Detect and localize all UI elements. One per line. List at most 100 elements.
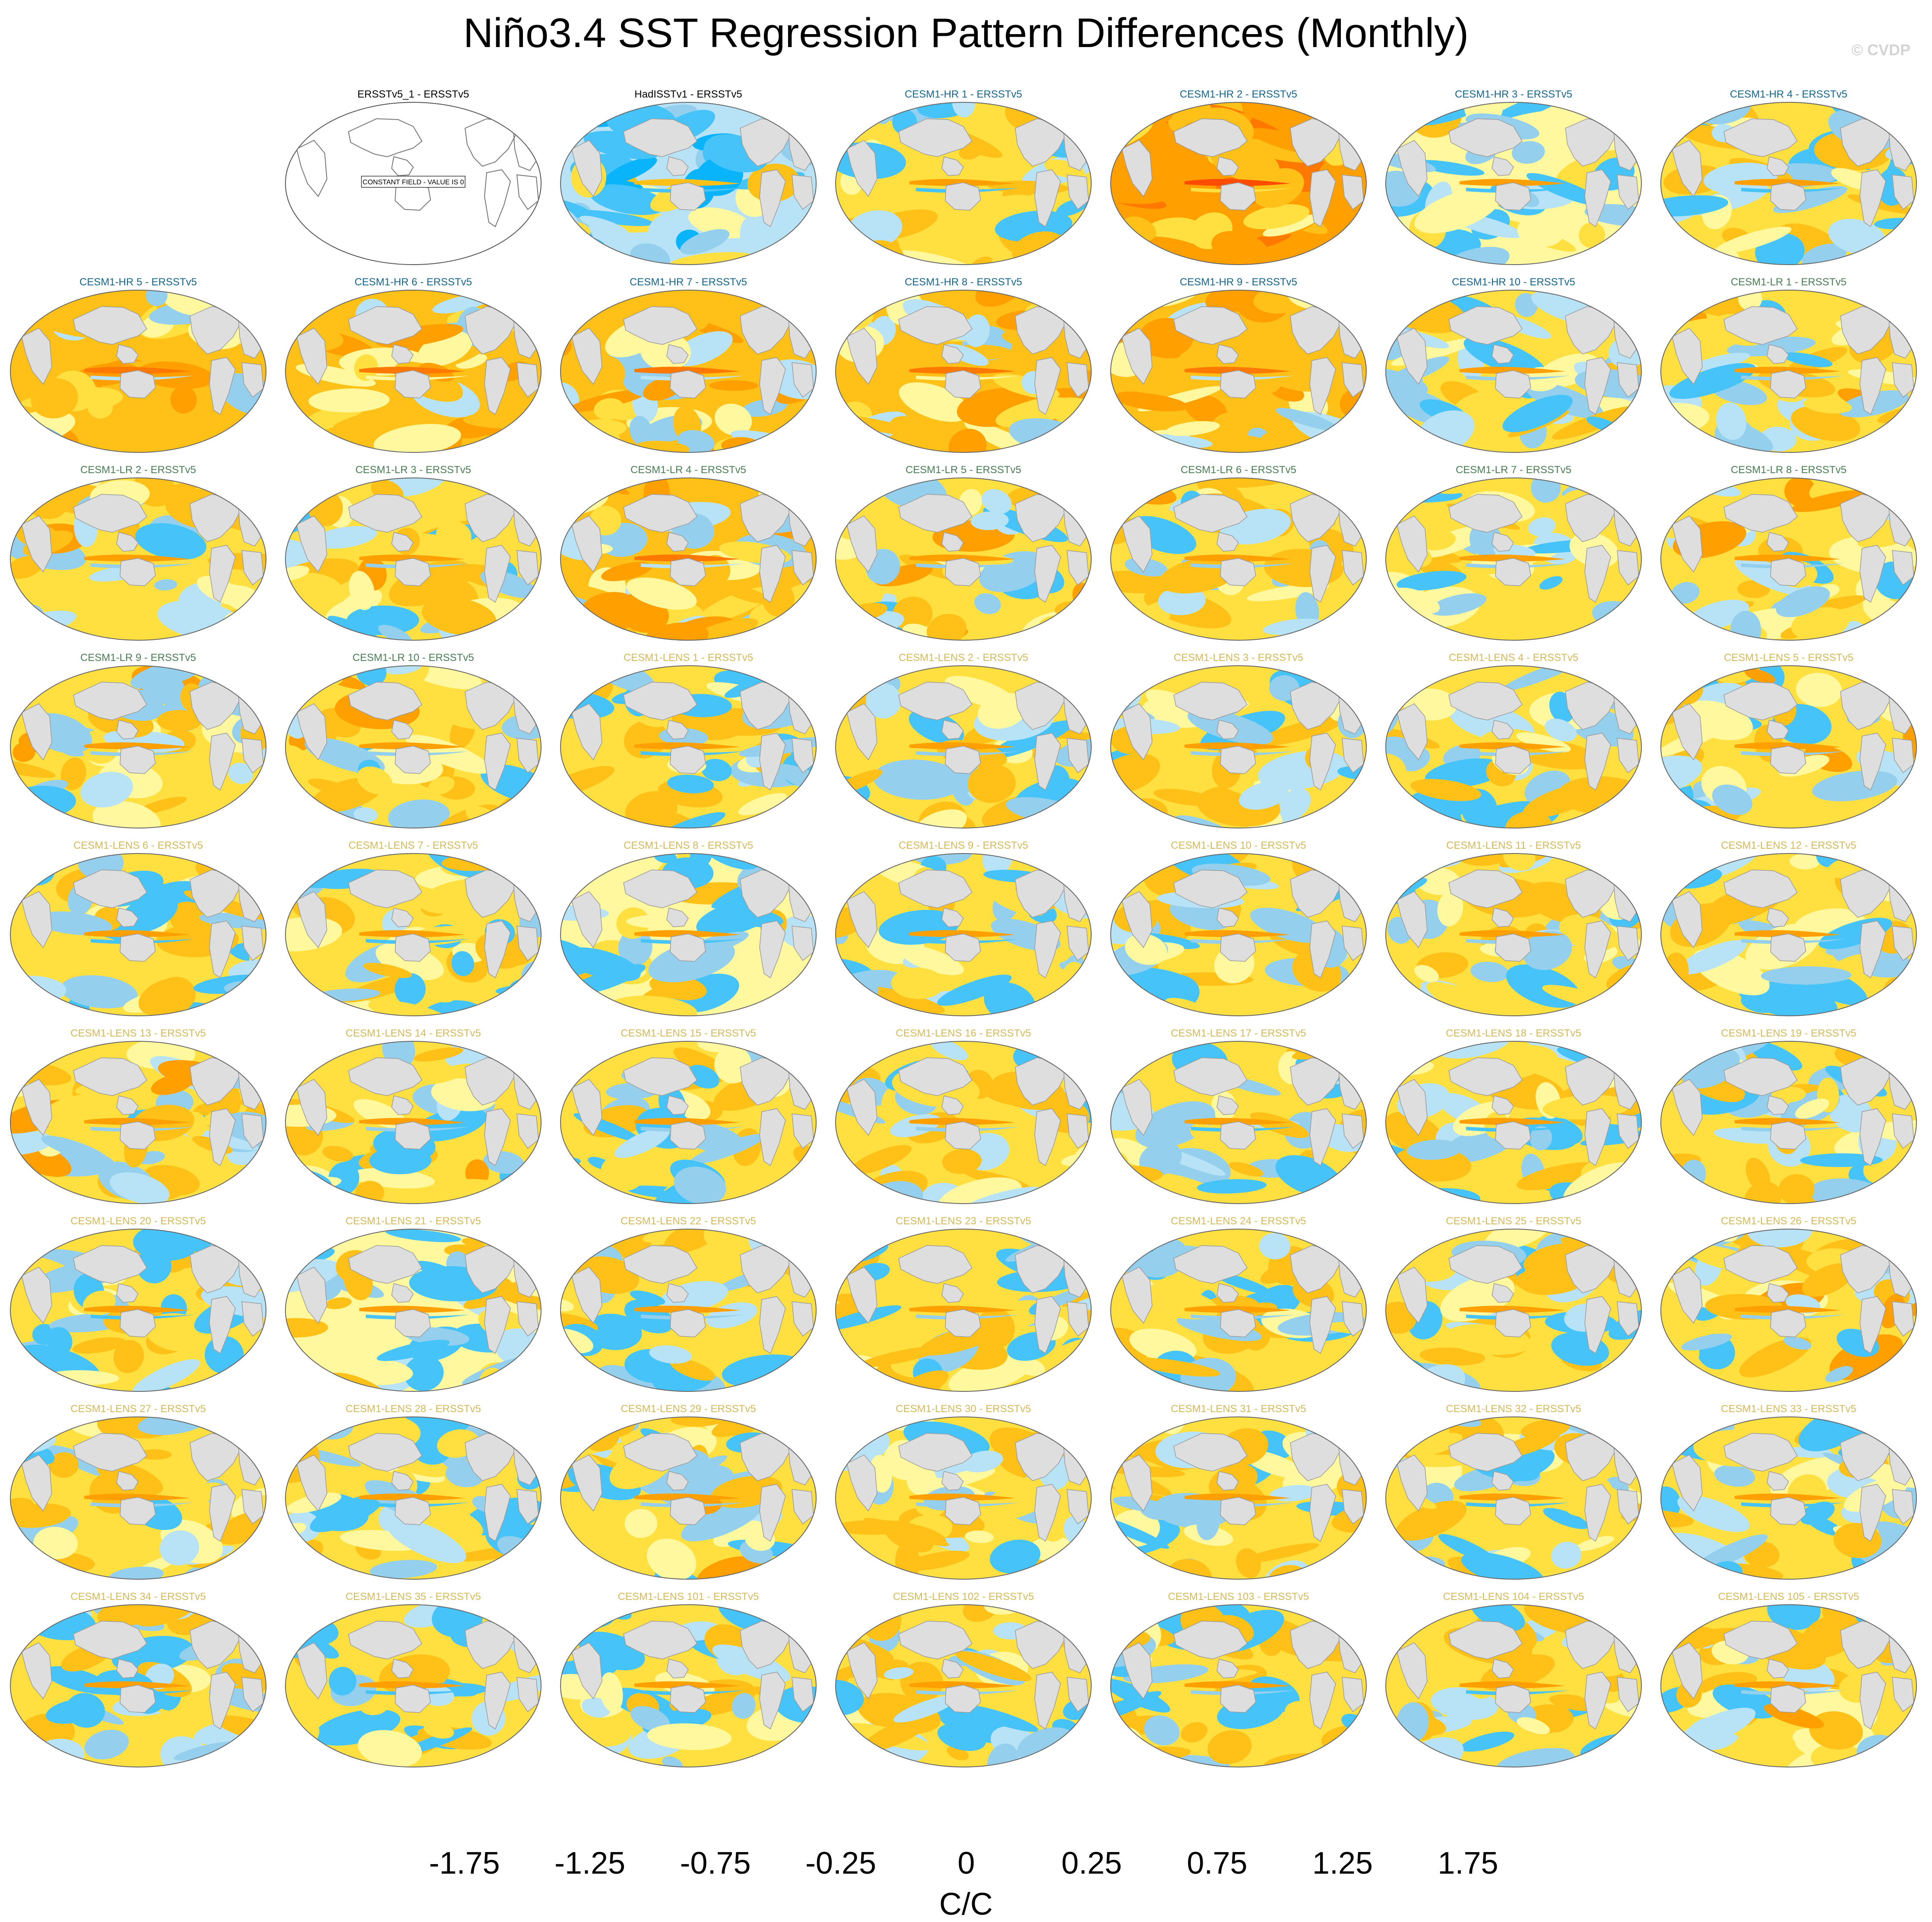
land-mass [1309, 357, 1336, 415]
map-panel: CESM1-LENS 15 - ERSSTv5 [559, 1027, 818, 1213]
map-panel: CESM1-LENS 102 - ERSSTv5 [834, 1591, 1093, 1777]
land-mass [1767, 1659, 1789, 1679]
sst-field [285, 1605, 541, 1767]
map-panel: CESM1-LENS 25 - ERSSTv5 [1384, 1215, 1643, 1401]
anomaly-region [982, 489, 1012, 514]
anomaly-region [1542, 1095, 1631, 1120]
land-mass [1342, 174, 1364, 210]
land-mass [846, 328, 877, 385]
world-map [1110, 1604, 1367, 1767]
land-mass [348, 1057, 422, 1096]
panel-title: CESM1-LR 1 - ERSSTv5 [1730, 276, 1847, 288]
map-outline [560, 1416, 817, 1580]
anomaly-region [561, 1004, 580, 1016]
land-mass [1492, 907, 1514, 927]
land-mass [670, 558, 706, 586]
anomaly-region [1661, 1180, 1687, 1204]
anomaly-region [451, 951, 474, 976]
map-panel: CESM1-LR 3 - ERSSTv5 [284, 464, 543, 650]
world-map: CONSTANT FIELD - VALUE IS 0 [285, 102, 542, 265]
land-mass [73, 1245, 147, 1284]
land-mass [623, 869, 697, 908]
anomaly-region [697, 1041, 732, 1053]
anomaly-region [514, 486, 538, 512]
panel-title: CESM1-LR 8 - ERSSTv5 [1730, 464, 1847, 476]
land-mass [209, 1108, 236, 1166]
world-map [560, 1604, 817, 1767]
panel-title: CESM1-HR 5 - ERSSTv5 [79, 276, 197, 288]
world-map [285, 665, 542, 828]
land-mass [666, 1095, 689, 1115]
anomaly-region [952, 102, 976, 117]
anomaly-region [1496, 1748, 1574, 1767]
anomaly-region [1730, 610, 1761, 640]
anomaly-region [680, 229, 730, 255]
anomaly-region [630, 1706, 670, 1732]
anomaly-region [647, 1723, 732, 1750]
panel-title: CESM1-LENS 19 - ERSSTv5 [1721, 1027, 1856, 1039]
anomaly-region [1243, 204, 1310, 230]
map-outline [1110, 853, 1367, 1016]
anomaly-region [1705, 1294, 1784, 1320]
anomaly-region [1539, 576, 1563, 590]
panel-title: CESM1-LENS 34 - ERSSTv5 [70, 1591, 206, 1603]
land-mass [623, 306, 697, 345]
anomaly-region [285, 1369, 314, 1391]
anomaly-region [1111, 683, 1126, 695]
anomaly-region [1252, 168, 1304, 208]
land-mass [391, 1283, 414, 1303]
land-mass [1617, 926, 1639, 961]
map-outline [835, 1416, 1092, 1580]
anomaly-region [626, 577, 697, 610]
panel-title: CESM1-LENS 101 - ERSSTv5 [618, 1591, 759, 1603]
land-mass [1723, 1621, 1798, 1660]
world-map [560, 853, 817, 1016]
anomaly-region [782, 1372, 816, 1391]
world-map [560, 1229, 817, 1392]
land-mass [241, 1301, 264, 1337]
map-panel: CESM1-LENS 1 - ERSSTv5 [559, 652, 818, 838]
anomaly-region [1894, 876, 1916, 891]
land-mass [846, 891, 877, 948]
anomaly-region [1197, 1506, 1220, 1540]
land-mass [792, 550, 814, 586]
coastline [296, 139, 328, 197]
anomaly-region [1551, 1542, 1582, 1569]
map-panel: CESM1-LENS 35 - ERSSTv5 [284, 1591, 543, 1777]
anomaly-region [363, 963, 412, 978]
anomaly-region [308, 388, 390, 413]
land-mass [941, 1283, 964, 1303]
anomaly-region [667, 774, 714, 793]
land-mass [1770, 1685, 1806, 1713]
panel-title: CESM1-HR 3 - ERSSTv5 [1454, 89, 1573, 100]
world-map [1110, 102, 1367, 265]
anomaly-region [1485, 1229, 1552, 1251]
land-mass [120, 933, 156, 962]
anomaly-region [1792, 490, 1869, 512]
land-mass [898, 869, 972, 908]
land-mass [1584, 169, 1611, 228]
anomaly-region [41, 1135, 109, 1163]
map-panel: CESM1-HR 5 - ERSSTv5 [9, 276, 268, 462]
world-map [1660, 477, 1917, 641]
land-mass [846, 1267, 877, 1324]
map-panel: CESM1-LENS 21 - ERSSTv5 [284, 1215, 543, 1401]
map-outline [1385, 102, 1642, 265]
land-mass [1173, 869, 1248, 908]
land-mass [395, 558, 431, 586]
panel-title: CESM1-LENS 21 - ERSSTv5 [345, 1215, 481, 1227]
anomaly-region [413, 1107, 487, 1141]
land-mass [1892, 1677, 1914, 1713]
map-outline [1385, 853, 1642, 1016]
anomaly-region [1113, 666, 1143, 684]
map-panel: CESM1-LENS 4 - ERSSTv5 [1384, 652, 1643, 838]
world-map [1660, 102, 1917, 265]
land-mass [1492, 1471, 1514, 1491]
land-mass [1584, 920, 1611, 979]
land-mass [1121, 328, 1153, 385]
anomaly-region [1517, 216, 1564, 247]
land-mass [1121, 891, 1153, 948]
anomaly-region [962, 1705, 1039, 1732]
land-mass [1448, 1433, 1523, 1472]
land-mass [1220, 1497, 1256, 1525]
